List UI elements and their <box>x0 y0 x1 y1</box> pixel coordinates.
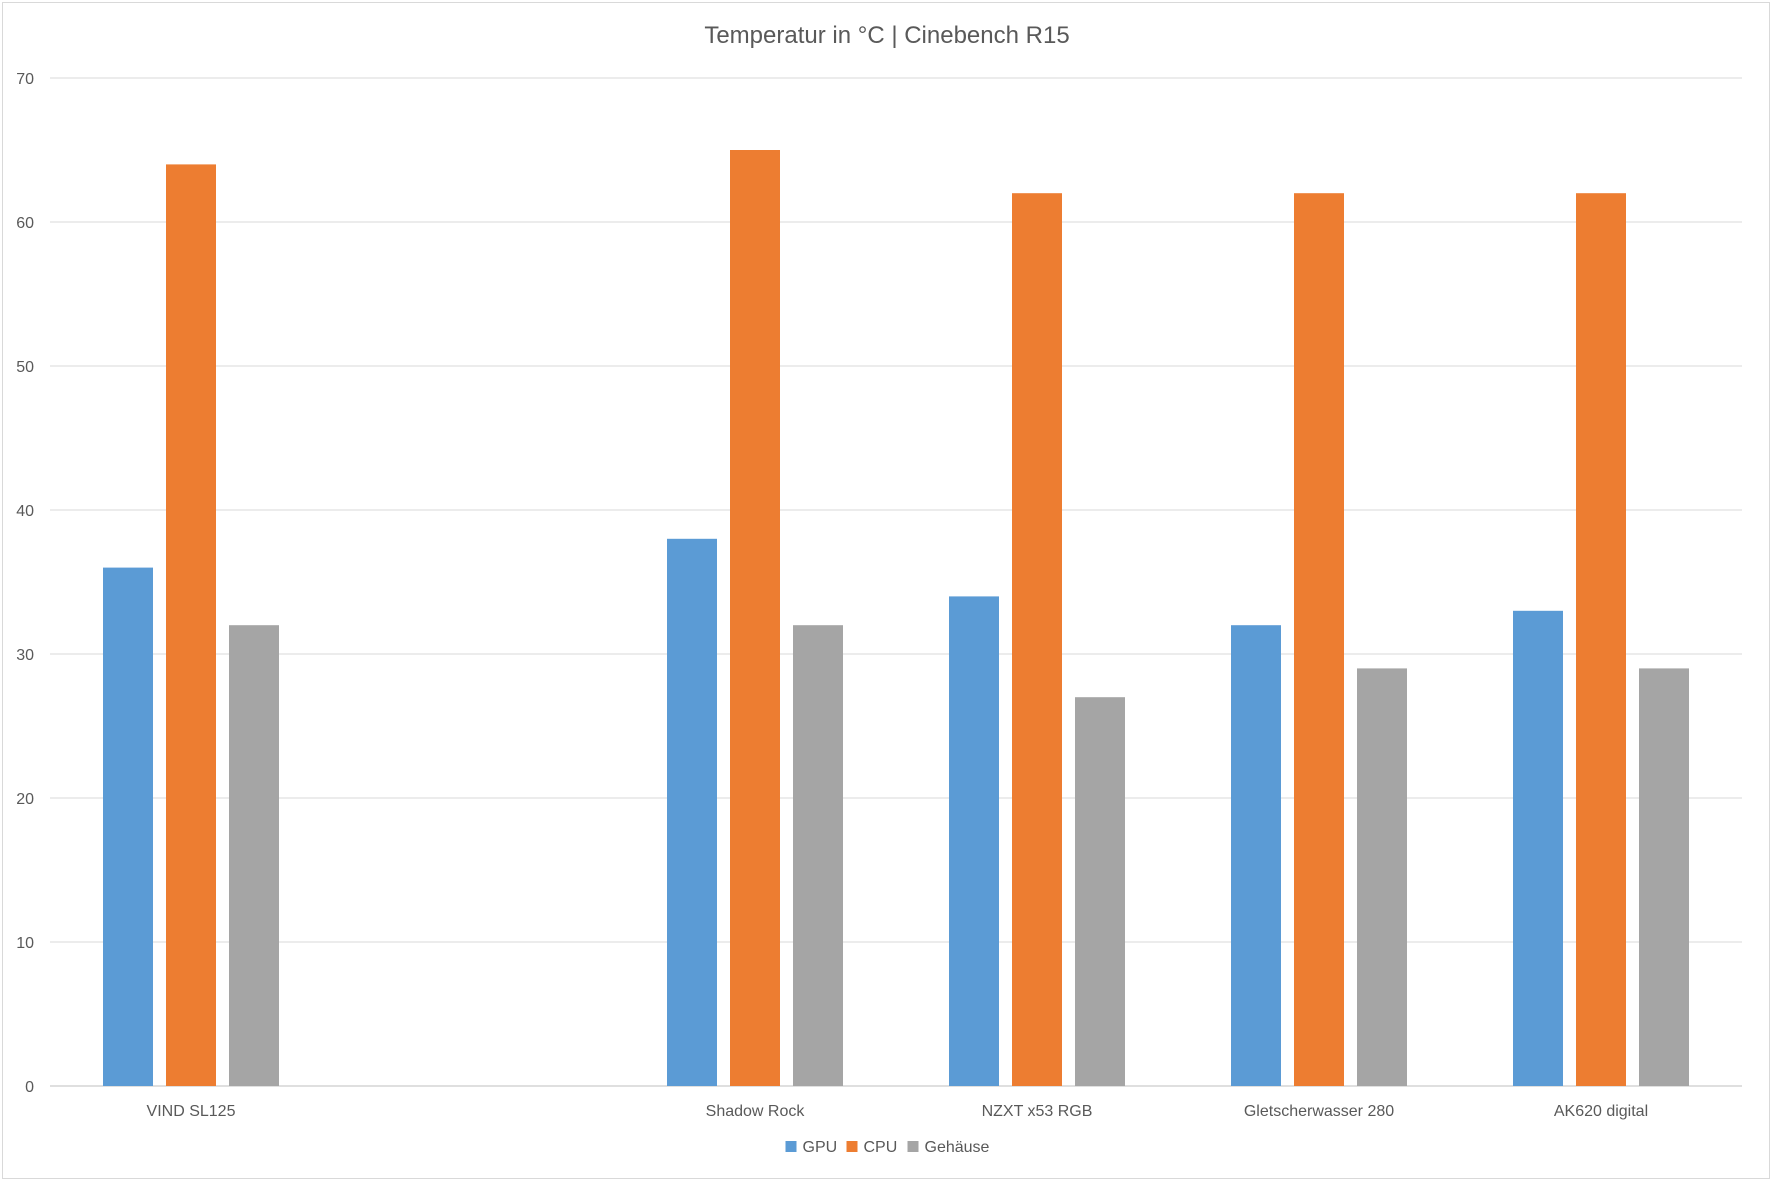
bar-geh-use-2 <box>793 625 843 1086</box>
x-category-label: VIND SL125 <box>147 1103 236 1120</box>
x-category-label: NZXT x53 RGB <box>982 1103 1093 1120</box>
bar-gpu-3 <box>949 596 999 1086</box>
bar-geh-use-3 <box>1075 697 1125 1086</box>
y-tick-label: 30 <box>16 647 34 664</box>
gridlines <box>50 77 1742 1087</box>
legend-label: GPU <box>803 1139 838 1156</box>
legend-swatch <box>785 1141 797 1152</box>
y-tick-label: 50 <box>16 359 34 376</box>
y-tick-label: 0 <box>25 1079 34 1096</box>
bar-cpu-0 <box>166 164 216 1086</box>
legend-label: Gehäuse <box>925 1139 990 1156</box>
bar-cpu-5 <box>1576 193 1626 1086</box>
y-tick-label: 10 <box>16 935 34 952</box>
bar-cpu-2 <box>730 150 780 1086</box>
bar-geh-use-5 <box>1639 668 1689 1086</box>
bar-gpu-2 <box>667 538 717 1086</box>
bar-geh-use-0 <box>229 625 279 1086</box>
chart-title: Temperatur in °C | Cinebench R15 <box>704 22 1069 49</box>
bar-gpu-0 <box>103 567 153 1086</box>
bar-geh-use-4 <box>1357 668 1407 1086</box>
y-tick-label: 60 <box>16 215 34 232</box>
legend-swatch <box>907 1141 919 1152</box>
bar-cpu-3 <box>1012 193 1062 1086</box>
y-tick-label: 20 <box>16 791 34 808</box>
bars <box>103 150 1689 1086</box>
legend-label: CPU <box>864 1139 898 1156</box>
y-tick-label: 70 <box>16 71 34 88</box>
bar-gpu-4 <box>1231 625 1281 1086</box>
x-category-label: Shadow Rock <box>706 1103 806 1120</box>
legend: GPU CPU Gehäuse <box>785 1139 990 1156</box>
bar-gpu-5 <box>1513 610 1563 1086</box>
y-tick-label: 40 <box>16 503 34 520</box>
y-axis-ticks: 0 10 20 30 40 50 60 70 <box>16 71 34 1096</box>
x-axis-labels: VIND SL125 Shadow Rock NZXT x53 RGB Gletsch… <box>147 1103 1649 1120</box>
x-category-label: Gletscherwasser 280 <box>1244 1103 1394 1120</box>
bar-cpu-4 <box>1294 193 1344 1086</box>
legend-swatch <box>846 1141 858 1152</box>
x-category-label: AK620 digital <box>1554 1103 1648 1120</box>
